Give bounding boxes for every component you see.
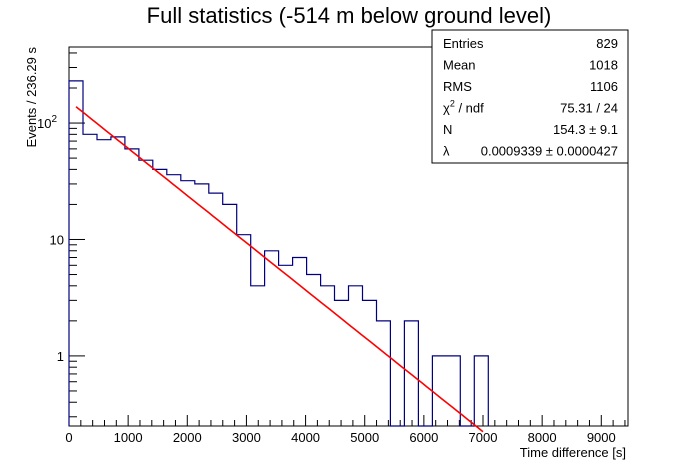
stats-row-label: Mean <box>443 58 476 73</box>
x-tick-labels: 0 1000 2000 3000 4000 5000 6000 7000 8000 9000 <box>65 430 615 445</box>
stats-label-main: χ <box>443 101 450 116</box>
stats-label-rest: / ndf <box>455 101 484 116</box>
x-tick-label: 1000 <box>114 430 143 445</box>
y-axis-label: Events / 236.29 s <box>24 47 39 148</box>
x-tick-label: 9000 <box>587 430 616 445</box>
stats-box-frame <box>431 29 629 164</box>
x-axis-label: Time difference [s] <box>520 445 626 460</box>
y-tick-label: 10 <box>50 232 64 247</box>
stats-row-value: 75.31 / 24 <box>560 101 618 116</box>
stats-row-label: RMS <box>443 79 472 94</box>
x-tick-label: 7000 <box>469 430 498 445</box>
x-tick-label: 0 <box>65 430 72 445</box>
stats-row-value: 154.3 ± 9.1 <box>553 122 618 137</box>
x-tick-label: 3000 <box>232 430 261 445</box>
stats-row-value: 1106 <box>590 79 618 94</box>
stats-rows: Entries 829 Mean 1018 RMS 1106 χ2 / ndf 75.31 /… <box>443 36 618 159</box>
stats-label-sup: 2 <box>450 99 455 109</box>
stats-box: Entries 829 Mean 1018 RMS 1106 χ2 / ndf 75.31 /… <box>431 29 629 164</box>
y-tick-label: 1 <box>57 349 64 364</box>
y-tick-label-exponent: 2 <box>51 114 57 125</box>
x-tick-label: 6000 <box>409 430 438 445</box>
fit-curve <box>75 106 484 433</box>
stats-row-value: 0.0009339 ± 0.0000427 <box>481 144 618 159</box>
stats-row-label: λ <box>443 144 450 159</box>
x-tick-label: 2000 <box>173 430 202 445</box>
stats-row-value: 1018 <box>589 58 618 73</box>
x-tick-label: 4000 <box>291 430 320 445</box>
y-tick-label: 102 <box>37 114 57 131</box>
x-tick-label: 5000 <box>350 430 379 445</box>
stats-row-value: 829 <box>596 36 618 51</box>
y-tick-label-base: 10 <box>37 116 51 131</box>
axis-ticks <box>68 52 626 426</box>
stats-row-label: N <box>443 122 452 137</box>
chart-title: Full statistics (-514 m below ground lev… <box>147 3 552 28</box>
stats-row-label: Entries <box>443 36 484 51</box>
x-tick-label: 8000 <box>528 430 557 445</box>
stats-row-label: χ2 / ndf <box>443 99 484 116</box>
histogram-series <box>68 80 489 427</box>
